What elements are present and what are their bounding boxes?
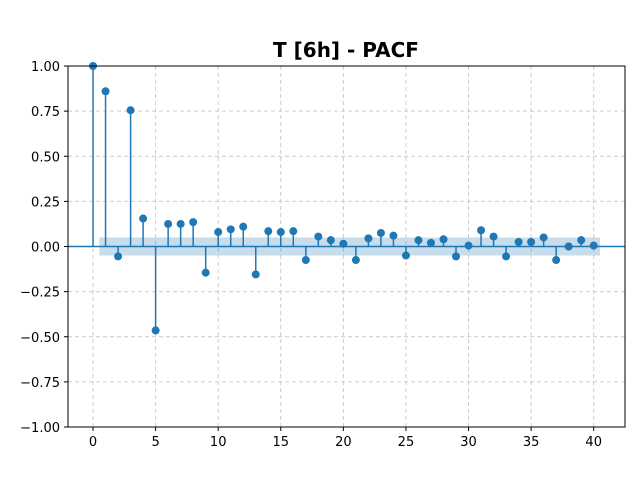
marker-lag-18 xyxy=(314,232,323,241)
y-tick-label-1: −0.75 xyxy=(20,376,60,391)
marker-lag-28 xyxy=(439,235,448,244)
marker-lag-4 xyxy=(139,214,148,223)
marker-lag-11 xyxy=(226,225,235,234)
y-axis: −1.00 −0.75 −0.50 −0.25 0.00 0.25 0.50 0.75 1.00 xyxy=(20,60,68,436)
marker-lag-23 xyxy=(376,228,385,237)
marker-lag-13 xyxy=(251,270,260,279)
marker-lag-20 xyxy=(339,239,348,248)
x-tick-label-8: 40 xyxy=(585,435,602,450)
marker-lag-8 xyxy=(189,218,198,227)
marker-lag-16 xyxy=(289,227,298,236)
marker-lag-22 xyxy=(364,234,373,243)
x-tick-label-4: 20 xyxy=(335,435,352,450)
marker-lag-21 xyxy=(351,256,360,265)
marker-lag-10 xyxy=(214,228,223,237)
x-tick-label-6: 30 xyxy=(460,435,477,450)
marker-lag-39 xyxy=(577,236,586,245)
x-tick-label-7: 35 xyxy=(523,435,540,450)
x-tick-label-0: 0 xyxy=(89,435,97,450)
marker-lag-19 xyxy=(326,236,335,245)
y-tick-label-3: −0.25 xyxy=(20,286,60,301)
marker-lag-33 xyxy=(502,252,511,261)
marker-lag-40 xyxy=(589,241,598,250)
marker-lag-36 xyxy=(539,233,548,242)
marker-lag-38 xyxy=(564,242,573,251)
marker-lag-37 xyxy=(552,256,561,265)
y-tick-label-8: 1.00 xyxy=(31,60,60,75)
x-axis: 0 5 10 15 20 25 30 35 40 xyxy=(89,427,602,450)
marker-lag-29 xyxy=(452,252,461,261)
marker-lag-1 xyxy=(101,87,110,96)
marker-lag-34 xyxy=(514,237,523,246)
y-tick-label-0: −1.00 xyxy=(20,421,60,436)
x-tick-label-2: 10 xyxy=(210,435,227,450)
marker-lag-32 xyxy=(489,232,498,241)
marker-lag-9 xyxy=(201,268,210,277)
marker-lag-14 xyxy=(264,227,273,236)
marker-lag-12 xyxy=(239,222,248,231)
marker-lag-25 xyxy=(401,251,410,260)
marker-lag-3 xyxy=(126,106,135,115)
y-tick-label-4: 0.00 xyxy=(31,241,60,256)
marker-lag-26 xyxy=(414,236,423,245)
marker-lag-24 xyxy=(389,231,398,240)
markers-layer xyxy=(89,62,598,335)
chart-title: T [6h] - PACF xyxy=(273,38,419,62)
stems-layer xyxy=(92,66,595,331)
marker-lag-35 xyxy=(527,237,536,246)
marker-lag-2 xyxy=(114,252,123,261)
x-tick-label-5: 25 xyxy=(398,435,415,450)
y-tick-label-2: −0.50 xyxy=(20,331,60,346)
y-tick-label-7: 0.75 xyxy=(31,105,60,120)
marker-lag-6 xyxy=(164,219,173,228)
marker-lag-15 xyxy=(276,228,285,237)
marker-lag-5 xyxy=(151,326,160,335)
marker-lag-17 xyxy=(301,256,310,265)
marker-lag-7 xyxy=(176,219,185,228)
y-tick-label-5: 0.25 xyxy=(31,195,60,210)
y-tick-label-6: 0.50 xyxy=(31,150,60,165)
marker-lag-31 xyxy=(477,226,486,235)
marker-lag-27 xyxy=(426,238,435,247)
x-tick-label-1: 5 xyxy=(151,435,159,450)
x-tick-label-3: 15 xyxy=(273,435,290,450)
marker-lag-30 xyxy=(464,241,473,250)
